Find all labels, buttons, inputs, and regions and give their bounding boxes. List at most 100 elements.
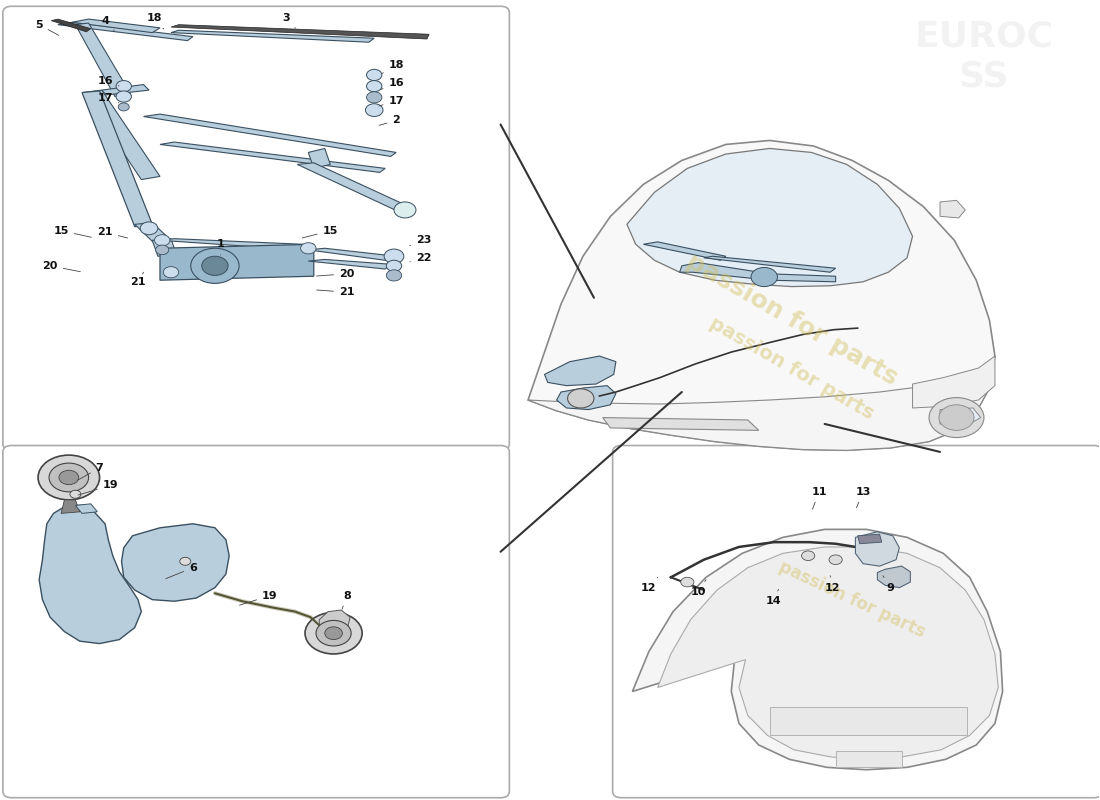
Text: 21: 21 [97,227,128,238]
Polygon shape [770,707,968,735]
Text: 7: 7 [78,463,103,480]
Text: 4: 4 [101,16,114,30]
Text: 19: 19 [78,481,119,495]
Polygon shape [84,90,160,179]
Polygon shape [940,408,981,424]
Circle shape [154,234,169,246]
Polygon shape [680,262,836,282]
Polygon shape [856,532,900,566]
Circle shape [300,242,316,254]
Polygon shape [52,19,91,32]
Polygon shape [121,524,229,602]
Circle shape [394,202,416,218]
Polygon shape [160,238,302,250]
Circle shape [384,249,404,263]
Circle shape [681,578,694,587]
Text: 9: 9 [883,576,894,593]
Polygon shape [152,238,176,256]
Circle shape [179,558,190,566]
Circle shape [59,470,79,485]
Polygon shape [82,91,152,226]
Text: 21: 21 [130,272,146,287]
Polygon shape [704,256,836,272]
Text: passion for parts: passion for parts [682,250,902,390]
Text: 21: 21 [317,287,354,297]
Polygon shape [528,356,994,450]
Text: 19: 19 [240,590,277,606]
Polygon shape [170,25,429,39]
Polygon shape [544,356,616,386]
Polygon shape [644,242,726,260]
Text: passion for parts: passion for parts [706,313,878,423]
FancyBboxPatch shape [3,446,509,798]
Polygon shape [76,23,130,97]
Text: 8: 8 [342,590,351,609]
Circle shape [316,621,351,646]
Circle shape [365,104,383,117]
Polygon shape [557,386,616,410]
Text: 20: 20 [317,269,354,279]
Text: 11: 11 [812,487,827,510]
Polygon shape [308,248,396,261]
Text: 22: 22 [410,253,431,263]
Text: 5: 5 [35,20,58,35]
Polygon shape [297,163,412,211]
Text: 17: 17 [379,95,404,106]
Circle shape [140,222,157,234]
Polygon shape [627,149,913,286]
Polygon shape [62,500,80,514]
Circle shape [190,248,239,283]
Circle shape [751,267,778,286]
Circle shape [366,92,382,103]
Circle shape [155,245,168,254]
Polygon shape [76,504,98,514]
Polygon shape [913,356,994,408]
Polygon shape [940,200,966,218]
Circle shape [116,81,131,92]
Circle shape [386,270,402,281]
Polygon shape [858,534,882,544]
Circle shape [50,463,89,492]
Text: 16: 16 [97,75,119,86]
Polygon shape [528,141,994,450]
Text: 18: 18 [146,14,164,29]
Polygon shape [58,22,192,41]
Text: 13: 13 [856,487,871,508]
Text: 3: 3 [283,14,296,28]
Text: 18: 18 [382,59,404,74]
Text: 17: 17 [97,93,119,103]
Polygon shape [170,248,302,258]
Polygon shape [308,149,330,169]
Text: passion for parts: passion for parts [777,558,928,642]
Polygon shape [632,530,1002,770]
Circle shape [930,398,984,438]
Polygon shape [836,751,902,767]
Polygon shape [102,85,148,95]
Circle shape [366,81,382,92]
Circle shape [802,551,815,561]
Text: 6: 6 [166,562,197,578]
Text: 2: 2 [379,115,400,126]
FancyBboxPatch shape [613,446,1100,798]
Polygon shape [658,547,998,759]
Text: 23: 23 [410,235,431,246]
Text: 10: 10 [691,580,706,597]
Polygon shape [308,259,390,269]
Circle shape [118,103,129,111]
Circle shape [39,455,100,500]
Text: 1: 1 [217,239,224,255]
Text: 12: 12 [641,578,658,593]
Circle shape [305,613,362,654]
Circle shape [116,91,131,102]
Polygon shape [160,142,385,172]
Text: 14: 14 [766,590,781,606]
Circle shape [70,490,81,498]
Polygon shape [603,418,759,430]
Text: EURОС
SS: EURОС SS [914,20,1054,94]
Polygon shape [160,244,314,280]
Circle shape [163,266,178,278]
Text: 15: 15 [302,226,338,238]
Circle shape [386,260,402,271]
Circle shape [201,256,228,275]
Polygon shape [73,19,160,33]
